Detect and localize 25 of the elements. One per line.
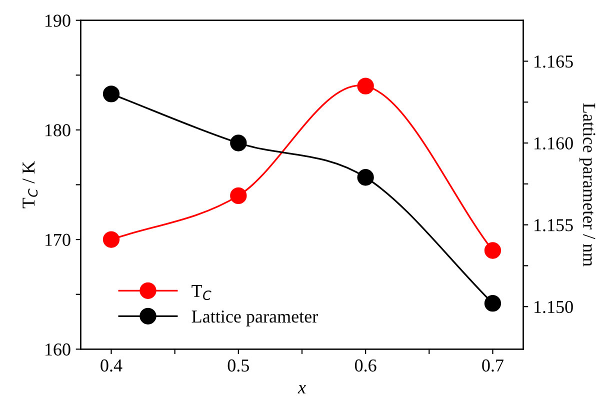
point: [102, 86, 120, 102]
y-axis-title: T$_{C}$ / K: [22, 161, 38, 208]
point: [230, 134, 247, 152]
y-tick-label: 170: [46, 234, 70, 246]
point: [484, 295, 502, 312]
y-tick-label: 190: [46, 14, 70, 27]
x-tick-label: 0.6: [354, 359, 376, 372]
y-tick-label: 180: [46, 124, 70, 136]
y2-tick-label: 1.160: [534, 137, 573, 150]
point: [357, 78, 374, 94]
y-tick-label: 160: [46, 343, 70, 356]
point: [230, 187, 247, 204]
y2-axis-title: Lattice parameter / nm: [579, 103, 596, 266]
x-tick-label: 0.7: [482, 359, 504, 372]
y2-tick-label: 1.150: [534, 300, 573, 314]
x-tick-label: 0.4: [100, 359, 122, 372]
y2-tick-label: 1.165: [534, 56, 573, 68]
point: [484, 242, 502, 259]
legend-label: Lattice parameter: [192, 310, 318, 326]
x-axis-title: x: [298, 385, 306, 394]
legend-label: T$_{C}$: [192, 285, 212, 300]
x-tick-label: 0.5: [228, 359, 249, 372]
y2-tick-label: 1.155: [534, 219, 573, 232]
point: [357, 169, 374, 186]
point: [102, 231, 120, 248]
